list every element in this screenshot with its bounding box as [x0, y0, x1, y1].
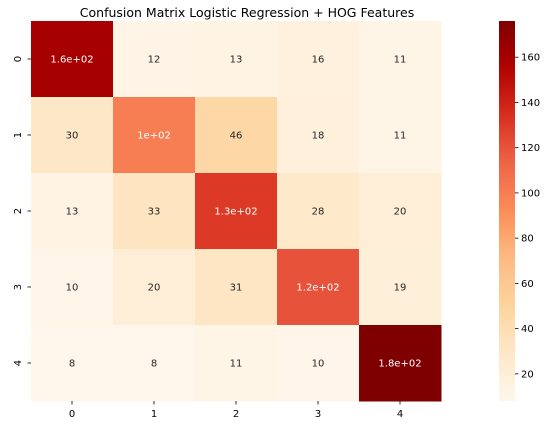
heatmap-cell — [195, 97, 278, 174]
cell-value-label: 8 — [151, 359, 157, 370]
cell-value-label: 10 — [312, 359, 325, 370]
cell-value-label: 19 — [394, 283, 407, 294]
heatmap-cells: 1.6e+02 12 13 16 11 30 1e+02 46 18 11 13 33 1.3e+02 2… — [31, 21, 442, 402]
x-tick-label: 2 — [233, 409, 239, 420]
colorbar-tick-label: 100 — [521, 188, 540, 199]
cell-value-label: 30 — [66, 131, 79, 142]
cell-value-label: 20 — [394, 207, 407, 218]
x-tick-label: 3 — [315, 409, 321, 420]
heatmap-cell — [31, 325, 114, 402]
cell-value-label: 1.6e+02 — [50, 55, 93, 66]
colorbar-tick-label: 40 — [521, 324, 534, 335]
cell-value-label: 11 — [394, 131, 407, 142]
colorbar-tick-label: 160 — [521, 53, 540, 64]
cell-value-label: 33 — [148, 207, 161, 218]
heatmap-cell — [359, 249, 442, 326]
cell-value-label: 11 — [230, 359, 243, 370]
colorbar-tick-label: 80 — [521, 234, 534, 245]
cell-value-label: 31 — [230, 283, 243, 294]
heatmap-cell — [113, 249, 196, 326]
cell-value-label: 8 — [69, 359, 75, 370]
heatmap-cell — [277, 249, 360, 326]
cell-value-label: 1e+02 — [137, 131, 171, 142]
cell-value-label: 13 — [66, 207, 79, 218]
cell-value-label: 10 — [66, 283, 79, 294]
heatmap-cell — [195, 249, 278, 326]
y-tick-label: 1 — [13, 132, 24, 138]
heatmap-cell — [113, 21, 196, 98]
colorbar-ticks: 20 40 60 80 100 120 140 160 — [515, 53, 540, 380]
cell-value-label: 20 — [148, 283, 161, 294]
cell-value-label: 1.3e+02 — [214, 207, 257, 218]
y-axis: 0 1 2 3 4 — [13, 56, 31, 366]
cell-value-label: 13 — [230, 55, 243, 66]
x-tick-label: 1 — [151, 409, 157, 420]
cell-value-label: 16 — [312, 55, 325, 66]
x-axis: 0 1 2 3 4 — [69, 401, 403, 420]
colorbar-tick-label: 140 — [521, 98, 540, 109]
heatmap-cell — [359, 325, 442, 402]
heatmap-cell — [277, 97, 360, 174]
y-tick-label: 2 — [13, 208, 24, 214]
colorbar-tick-label: 60 — [521, 279, 534, 290]
y-tick-label: 0 — [13, 56, 24, 62]
cell-value-label: 46 — [230, 131, 243, 142]
cell-value-label: 1.8e+02 — [378, 359, 421, 370]
y-tick-label: 3 — [13, 284, 24, 290]
heatmap-cell — [31, 249, 114, 326]
cell-value-label: 11 — [394, 55, 407, 66]
heatmap-cell — [277, 21, 360, 98]
heatmap-cell — [113, 97, 196, 174]
x-tick-label: 4 — [397, 409, 403, 420]
heatmap-cell — [277, 173, 360, 250]
colorbar — [499, 21, 515, 401]
heatmap-cell — [31, 21, 114, 98]
cell-value-label: 28 — [312, 207, 325, 218]
heatmap-cell — [195, 21, 278, 98]
heatmap-cell — [277, 325, 360, 402]
cell-value-label: 18 — [312, 131, 325, 142]
x-tick-label: 0 — [69, 409, 75, 420]
heatmap-cell — [359, 173, 442, 250]
cell-value-label: 12 — [148, 55, 161, 66]
colorbar-tick-label: 120 — [521, 143, 540, 154]
heatmap-cell — [31, 97, 114, 174]
cell-value-label: 1.2e+02 — [296, 283, 339, 294]
heatmap-cell — [195, 173, 278, 250]
y-tick-label: 4 — [13, 360, 24, 366]
colorbar-tick-label: 20 — [521, 369, 534, 380]
heatmap-cell — [195, 325, 278, 402]
heatmap-cell — [359, 21, 442, 98]
chart-title: Confusion Matrix Logistic Regression + H… — [80, 5, 414, 20]
heatmap-cell — [113, 325, 196, 402]
heatmap-cell — [31, 173, 114, 250]
heatmap-cell — [359, 97, 442, 174]
heatmap-cell — [113, 173, 196, 250]
